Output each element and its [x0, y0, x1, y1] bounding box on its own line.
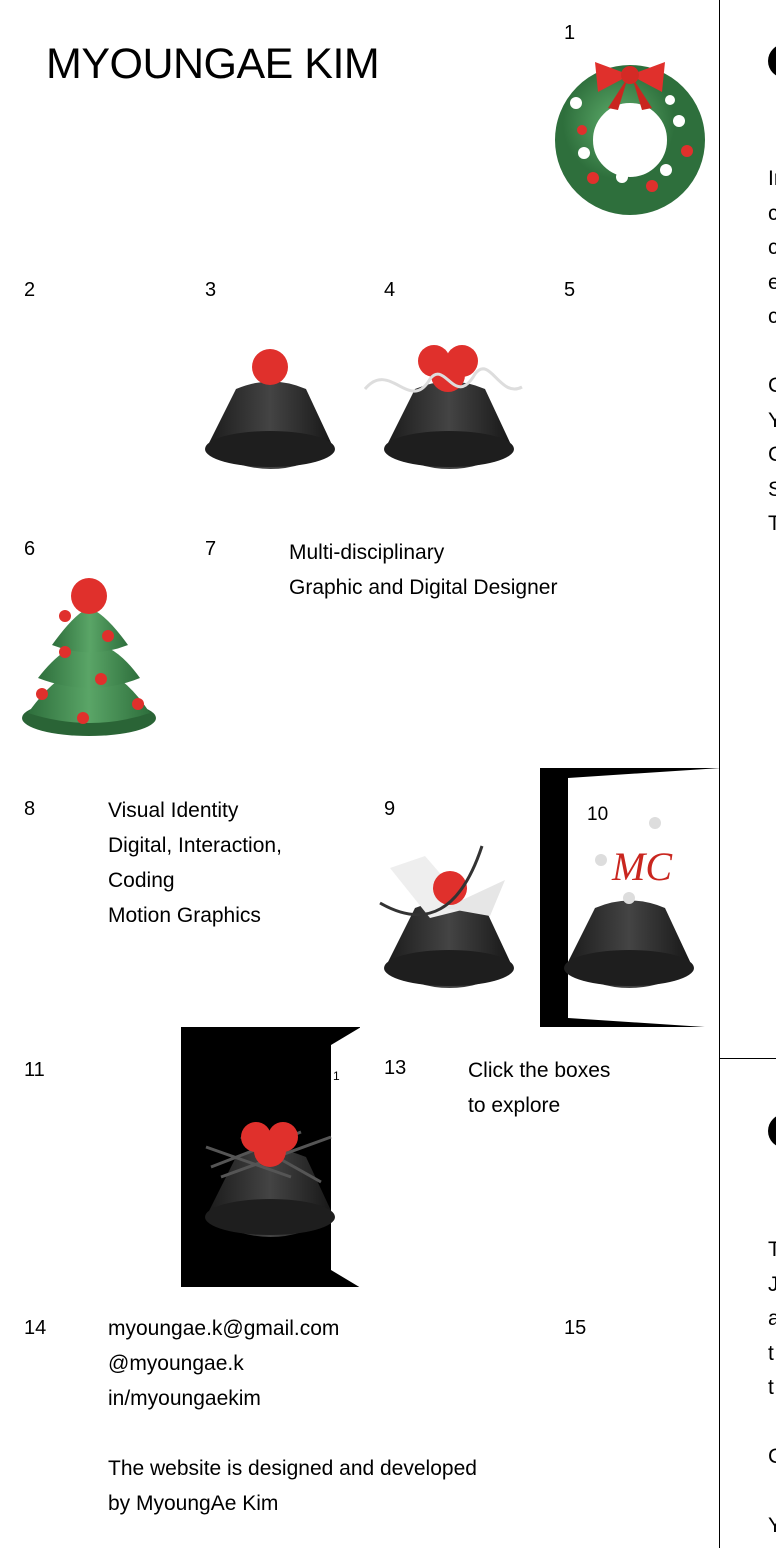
pudding-wire-icon	[363, 345, 523, 469]
box-14: 14 myoungae.k@gmail.com @myoungae.k in/m…	[0, 1287, 541, 1548]
box-number: 2	[24, 279, 36, 301]
pudding-ribbon-icon	[379, 845, 514, 988]
box-number: 5	[564, 279, 576, 301]
box-9[interactable]: 9	[360, 768, 541, 1028]
panel-text-fragment: Ir	[768, 167, 776, 190]
panel-text-fragment: T	[768, 512, 776, 535]
tree-icon	[22, 578, 156, 736]
box-2[interactable]: 2	[0, 249, 182, 509]
box-number: 3	[205, 279, 217, 301]
panel-text-fragment: c	[768, 305, 776, 328]
box-number: 1	[333, 1069, 340, 1083]
box-8[interactable]: 8 Visual Identity Digital, Interaction, …	[0, 768, 361, 1028]
page-title: MYOUNGAE KIM	[46, 40, 380, 88]
monogram: MC	[611, 844, 673, 889]
box-number: 11	[24, 1059, 45, 1081]
box-10[interactable]: 10 MC	[540, 768, 720, 1028]
panel-text-fragment: S	[768, 477, 776, 501]
panel-text-fragment: Y	[768, 408, 776, 432]
contact-block: myoungae.k@gmail.com @myoungae.k in/myou…	[108, 1311, 477, 1521]
services-list: Visual Identity Digital, Interaction, Co…	[108, 799, 282, 927]
panel-text-fragment: c	[768, 201, 776, 225]
box-number: 1	[564, 22, 576, 44]
panel-bullet-icon	[768, 44, 776, 78]
panel-text-fragment: C	[768, 374, 776, 397]
box-3[interactable]: 3	[181, 249, 361, 509]
panel-text-fragment: a	[768, 1307, 776, 1330]
pudding-monogram-icon: MC	[564, 817, 694, 988]
box-number: 7	[205, 538, 217, 560]
box-number: 9	[384, 798, 396, 820]
discipline-text: Multi-disciplinary Graphic and Digital D…	[289, 541, 558, 599]
title-cell: MYOUNGAE KIM	[0, 0, 541, 250]
instagram-link[interactable]: @myoungae.k	[108, 1352, 244, 1375]
box-11[interactable]: 11	[0, 1027, 182, 1288]
box-number: 6	[24, 538, 36, 560]
box-6[interactable]: 6	[0, 508, 182, 769]
panel-text-fragment: t	[768, 1341, 774, 1365]
panel-text-fragment: C	[768, 443, 776, 466]
panel-text-fragment: C	[768, 1445, 776, 1468]
box-13[interactable]: 13 Click the boxes to explore	[360, 1027, 720, 1288]
box-number: 14	[24, 1317, 47, 1339]
panel-text-fragment: e	[768, 270, 776, 294]
explore-hint: Click the boxes to explore	[468, 1059, 611, 1117]
panel-text-fragment: Y	[768, 1514, 776, 1537]
pudding-ornament-icon	[205, 349, 335, 469]
box-4[interactable]: 4	[360, 249, 541, 509]
box-12[interactable]: 1	[181, 1027, 361, 1288]
box-number: 4	[384, 279, 396, 301]
door-panel	[331, 1027, 360, 1287]
box-number: 15	[564, 1317, 587, 1339]
box-5[interactable]: 5	[540, 249, 720, 509]
linkedin-link[interactable]: in/myoungaekim	[108, 1387, 261, 1410]
panel-text-fragment: c	[768, 236, 776, 259]
wreath-icon	[555, 62, 705, 215]
panel-divider	[720, 1058, 776, 1059]
box-7[interactable]: 7 Multi-disciplinary Graphic and Digital…	[181, 508, 720, 769]
credit-line: The website is designed and developed	[108, 1457, 477, 1480]
box-15[interactable]: 15	[540, 1287, 720, 1548]
credit-line: by MyoungAe Kim	[108, 1492, 279, 1515]
box-number: 13	[384, 1057, 407, 1079]
panel-bullet-icon	[768, 1114, 776, 1148]
email-link[interactable]: myoungae.k@gmail.com	[108, 1317, 340, 1340]
panel-text-fragment: t	[768, 1376, 774, 1399]
pudding-nest-icon	[205, 1122, 335, 1237]
box-number: 8	[24, 798, 36, 820]
box-number: 10	[587, 804, 609, 825]
panel-text-fragment: J	[768, 1272, 776, 1296]
panel-text-fragment: T	[768, 1238, 776, 1261]
box-1[interactable]: 1	[540, 0, 720, 250]
